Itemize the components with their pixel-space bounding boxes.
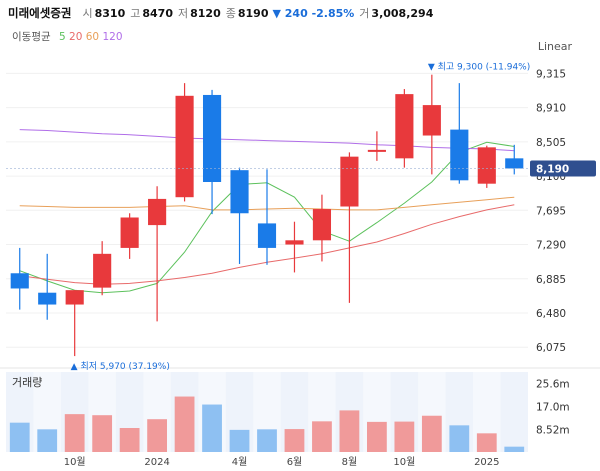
candle-body-up xyxy=(120,217,139,248)
low-label: 저 xyxy=(177,7,189,20)
low-annotation: ▲ 최저 5,970 (37.19%) xyxy=(71,361,170,372)
high-label: 고 xyxy=(130,7,141,20)
candle-body-up xyxy=(285,240,304,245)
price-tick-label: 8,910 xyxy=(536,103,566,115)
volume-bar-down xyxy=(449,425,470,452)
x-tick-label: 10월 xyxy=(393,456,415,468)
volume-bar-up xyxy=(339,410,360,452)
chart-header: 미래에셋증권 시 8310 고 8470 저 8120 종 8190 ▼ 240… xyxy=(8,4,433,22)
volume-panel-title: 거래량 xyxy=(12,376,42,389)
candle-body-down xyxy=(505,158,524,169)
x-tick-label: 6월 xyxy=(287,456,303,468)
scale-toggle[interactable]: Linear xyxy=(537,40,572,53)
close-value: 8190 xyxy=(237,6,269,20)
current-price-tag xyxy=(530,160,596,177)
volume-value: 3,008,294 xyxy=(371,6,434,20)
open-value: 8310 xyxy=(94,6,126,20)
volume-bar-up xyxy=(476,433,497,452)
ma20-label[interactable]: 20 xyxy=(69,31,83,43)
x-tick-label: 2024 xyxy=(144,457,169,468)
candle-body-up xyxy=(93,253,112,288)
candle-body-up xyxy=(65,290,84,305)
ma120-label[interactable]: 120 xyxy=(102,31,123,43)
candle-body-down xyxy=(10,273,29,289)
candle-body-down xyxy=(38,292,57,305)
candle-body-up xyxy=(422,105,441,136)
low-value: 8120 xyxy=(190,6,221,20)
volume-bar-up xyxy=(312,421,332,452)
price-tick-label: 7,695 xyxy=(536,205,566,217)
price-tick-label: 6,075 xyxy=(536,342,566,354)
moving-average-legend[interactable]: 이동평균 5 20 60 120 xyxy=(12,29,123,44)
candle-body-up xyxy=(340,156,359,207)
ma60-label[interactable]: 60 xyxy=(85,31,100,43)
candle-body-down xyxy=(230,170,249,214)
volume-bar-up xyxy=(367,421,387,452)
volume-bar-up xyxy=(284,429,305,452)
x-tick-label: 4월 xyxy=(232,456,248,468)
x-tick-label: 10월 xyxy=(64,456,86,468)
candle-body-up xyxy=(312,209,332,241)
open-label: 시 xyxy=(82,7,93,20)
current-price-label: 8,190 xyxy=(536,163,569,175)
volume-bar-up xyxy=(174,396,195,452)
candle-body-up xyxy=(367,149,386,152)
volume-bar-down xyxy=(37,429,58,452)
high-annotation: ▼ 최고 9,300 (-11.94%) xyxy=(428,62,530,73)
x-tick-label: 2025 xyxy=(474,457,499,468)
candle-body-up xyxy=(477,147,496,184)
price-tick-label: 6,480 xyxy=(536,308,566,320)
volume-bar-up xyxy=(119,428,140,452)
price-tick-label: 9,315 xyxy=(536,68,566,80)
volume-tick-label: 17.0m xyxy=(536,402,570,414)
candle-body-up xyxy=(175,95,194,198)
price-tick-label: 7,290 xyxy=(536,240,566,252)
candle-body-up xyxy=(395,94,414,159)
volume-tick-label: 25.6m xyxy=(536,379,570,391)
volume-bar-down xyxy=(504,446,525,452)
volume-bar-up xyxy=(394,421,415,452)
volume-bar-down xyxy=(229,429,250,452)
volume-bar-up xyxy=(64,414,85,452)
volume-bar-up xyxy=(147,419,167,452)
stock-name[interactable]: 미래에셋증권 xyxy=(8,6,72,20)
candle-body-down xyxy=(202,94,222,182)
volume-column-band xyxy=(500,372,528,452)
high-value: 8470 xyxy=(142,6,173,20)
ma-legend-title: 이동평균 xyxy=(12,31,51,43)
volume-tick-label: 8.52m xyxy=(536,424,570,436)
volume-bar-up xyxy=(92,415,113,452)
volume-bar-down xyxy=(202,404,222,452)
price-tick-label: 8,505 xyxy=(536,137,566,149)
volume-bar-down xyxy=(9,422,30,452)
close-label: 종 xyxy=(225,7,236,20)
x-tick-label: 8월 xyxy=(342,456,358,468)
change-value: ▼ 240 -2.85% xyxy=(272,6,355,20)
candle-body-down xyxy=(450,129,469,181)
candle-body-down xyxy=(257,223,277,248)
volume-bar-down xyxy=(257,429,277,452)
volume-bar-up xyxy=(421,415,442,452)
price-tick-label: 6,885 xyxy=(536,274,566,286)
ma5-label[interactable]: 5 xyxy=(58,31,66,43)
candle-body-up xyxy=(148,198,167,226)
volume-label: 거 xyxy=(359,7,370,20)
